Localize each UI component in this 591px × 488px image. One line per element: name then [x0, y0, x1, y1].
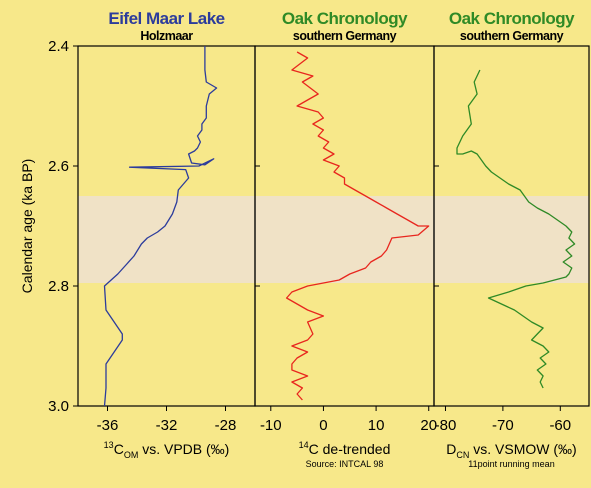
x-tick-label: 20: [420, 417, 437, 434]
panel-frame-3: [433, 45, 590, 407]
x-axis-label-subscript: OM: [124, 450, 139, 460]
y-axis-label: Calendar age (ka BP): [19, 159, 35, 294]
x-tick-label: -28: [215, 417, 237, 434]
x-axis-note-2: Source: INTCAL 98: [306, 459, 384, 469]
x-axis-label-main: C: [114, 441, 124, 457]
x-axis-note-3: 11point running mean: [468, 459, 554, 469]
series-line-1: [103, 46, 218, 407]
panel-title-3: Oak Chronology: [449, 9, 575, 28]
panel-subtitle-2: southern Germany: [293, 29, 397, 43]
x-tick-label: -70: [492, 417, 514, 434]
data-series: [103, 46, 576, 407]
x-tick-label: 0: [319, 417, 327, 434]
y-tick-label: 2.8: [48, 278, 69, 295]
x-tick-label: -10: [260, 417, 282, 434]
y-tick-label: 2.6: [48, 158, 69, 175]
x-tick-label: -36: [97, 417, 119, 434]
x-axes: -36 -32 -28 13COM vs. VPDB (‰) -10 0 10 20 14C d…: [97, 406, 577, 469]
panel-title-2: Oak Chronology: [282, 9, 408, 28]
x-axis-label-3: DCN vs. VSMOW (‰): [446, 441, 576, 460]
x-axis-label-subscript: CN: [456, 450, 469, 460]
y-tick-label: 3.0: [48, 398, 69, 415]
x-tick-label: 10: [368, 417, 385, 434]
x-axis-label-main: D: [446, 441, 456, 457]
x-axis-label-superscript: 14: [299, 440, 309, 450]
x-axis-label-1: 13COM vs. VPDB (‰): [104, 440, 230, 460]
x-axis-label-main: C de-trended: [309, 441, 391, 457]
y-axis: 2.4 2.6 2.8 3.0 Calendar age (ka BP): [19, 38, 78, 415]
x-axis-label-superscript: 13: [104, 440, 114, 450]
panel-subtitle-3: southern Germany: [460, 29, 564, 43]
panel-subtitle-1: Holzmaar: [140, 29, 193, 43]
x-tick-label: -80: [435, 417, 457, 434]
x-tick-label: -60: [549, 417, 571, 434]
x-axis-label-tail: vs. VSMOW (‰): [469, 441, 576, 457]
panel-title-1: Eifel Maar Lake: [108, 9, 224, 28]
x-axis-label-2: 14C de-trended: [299, 440, 391, 457]
series-line-3: [456, 69, 576, 389]
x-axis-label-tail: vs. VPDB (‰): [138, 441, 229, 457]
highlight-band: [78, 196, 589, 283]
x-tick-label: -32: [156, 417, 178, 434]
y-tick-label: 2.4: [48, 38, 69, 55]
series-line-2: [285, 51, 430, 401]
